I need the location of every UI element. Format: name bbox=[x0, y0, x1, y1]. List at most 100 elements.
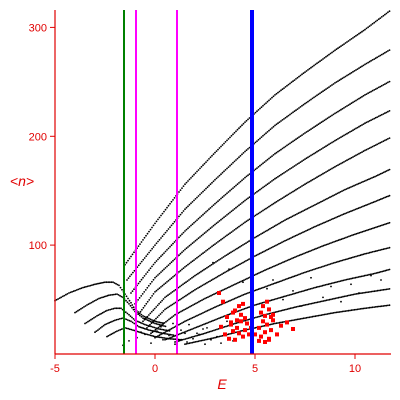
data-point bbox=[326, 87, 329, 89]
data-point bbox=[194, 220, 197, 223]
data-point bbox=[173, 197, 176, 199]
data-point bbox=[107, 334, 110, 337]
data-point bbox=[108, 281, 111, 284]
data-point bbox=[384, 83, 386, 85]
data-point bbox=[332, 83, 335, 85]
data-point bbox=[269, 128, 272, 131]
data-point bbox=[241, 124, 243, 127]
data-point bbox=[163, 322, 166, 324]
data-point bbox=[330, 218, 333, 221]
data-point bbox=[277, 199, 279, 202]
data-point bbox=[199, 300, 202, 302]
data-point bbox=[220, 335, 222, 337]
data-point bbox=[240, 280, 242, 283]
data-point bbox=[282, 309, 284, 312]
data-point bbox=[371, 22, 374, 25]
data-point bbox=[164, 250, 167, 253]
data-point bbox=[256, 213, 258, 216]
data-point bbox=[387, 288, 389, 290]
data-point bbox=[179, 322, 182, 325]
data-point bbox=[385, 111, 388, 114]
data-point bbox=[149, 312, 152, 315]
data-point bbox=[267, 313, 269, 315]
data-point bbox=[280, 198, 282, 200]
data-point bbox=[377, 199, 379, 202]
data-point bbox=[145, 318, 147, 321]
data-point bbox=[191, 276, 193, 279]
data-point bbox=[360, 292, 362, 295]
data-point bbox=[170, 224, 173, 227]
data-point bbox=[127, 259, 129, 262]
data-point bbox=[89, 302, 91, 305]
data-point bbox=[212, 307, 215, 309]
data-point bbox=[244, 221, 246, 224]
data-point bbox=[329, 142, 332, 145]
data-point bbox=[372, 176, 375, 179]
data-point bbox=[387, 195, 389, 198]
data-point bbox=[217, 148, 219, 151]
data-point bbox=[272, 322, 275, 325]
data-point bbox=[161, 311, 163, 314]
data-point bbox=[278, 90, 281, 93]
data-point bbox=[332, 166, 335, 169]
data-point bbox=[229, 285, 232, 288]
data-point bbox=[382, 270, 385, 272]
data-point bbox=[297, 212, 300, 215]
data-point bbox=[329, 85, 332, 87]
data-point bbox=[385, 82, 388, 85]
data-point bbox=[221, 273, 223, 275]
data-point bbox=[101, 296, 103, 299]
data-point bbox=[146, 319, 149, 321]
data-point bbox=[308, 129, 311, 132]
data-point bbox=[234, 265, 237, 268]
data-point bbox=[357, 276, 360, 278]
data-point bbox=[297, 305, 299, 308]
data-point bbox=[385, 247, 388, 250]
data-point bbox=[128, 319, 131, 322]
data-point bbox=[75, 310, 78, 313]
data-point bbox=[206, 327, 208, 329]
data-point bbox=[222, 315, 225, 318]
data-point bbox=[218, 239, 221, 242]
data-point bbox=[192, 327, 195, 330]
data-point bbox=[146, 333, 149, 336]
data-point bbox=[312, 287, 315, 289]
data-point bbox=[340, 259, 342, 262]
highlight-point bbox=[257, 325, 261, 330]
data-point bbox=[315, 301, 317, 304]
data-point bbox=[319, 60, 321, 63]
data-point bbox=[289, 258, 292, 260]
data-point bbox=[208, 184, 210, 187]
data-point bbox=[247, 277, 250, 279]
data-point bbox=[164, 231, 167, 234]
data-point bbox=[214, 178, 216, 181]
data-point bbox=[387, 304, 389, 307]
data-point bbox=[238, 295, 240, 298]
data-point bbox=[342, 295, 344, 298]
data-point bbox=[193, 335, 196, 338]
data-point bbox=[291, 307, 293, 309]
data-point bbox=[197, 195, 200, 197]
data-point bbox=[149, 228, 152, 231]
data-point bbox=[296, 163, 299, 165]
data-point bbox=[137, 245, 140, 248]
data-point bbox=[298, 305, 301, 308]
data-point bbox=[95, 330, 98, 332]
data-point bbox=[326, 220, 328, 223]
data-point bbox=[336, 215, 339, 218]
data-point bbox=[90, 318, 92, 321]
data-point bbox=[248, 146, 251, 149]
data-point bbox=[312, 302, 314, 305]
data-point bbox=[208, 208, 210, 211]
data-point bbox=[285, 218, 288, 221]
data-point bbox=[367, 291, 370, 293]
data-point bbox=[242, 261, 244, 264]
data-point bbox=[188, 318, 191, 321]
highlight-point bbox=[231, 329, 235, 334]
data-point bbox=[158, 323, 161, 326]
data-point bbox=[302, 184, 305, 187]
highlight-point bbox=[225, 315, 229, 319]
data-point bbox=[278, 199, 281, 201]
data-point bbox=[266, 249, 268, 251]
data-point bbox=[335, 261, 338, 263]
